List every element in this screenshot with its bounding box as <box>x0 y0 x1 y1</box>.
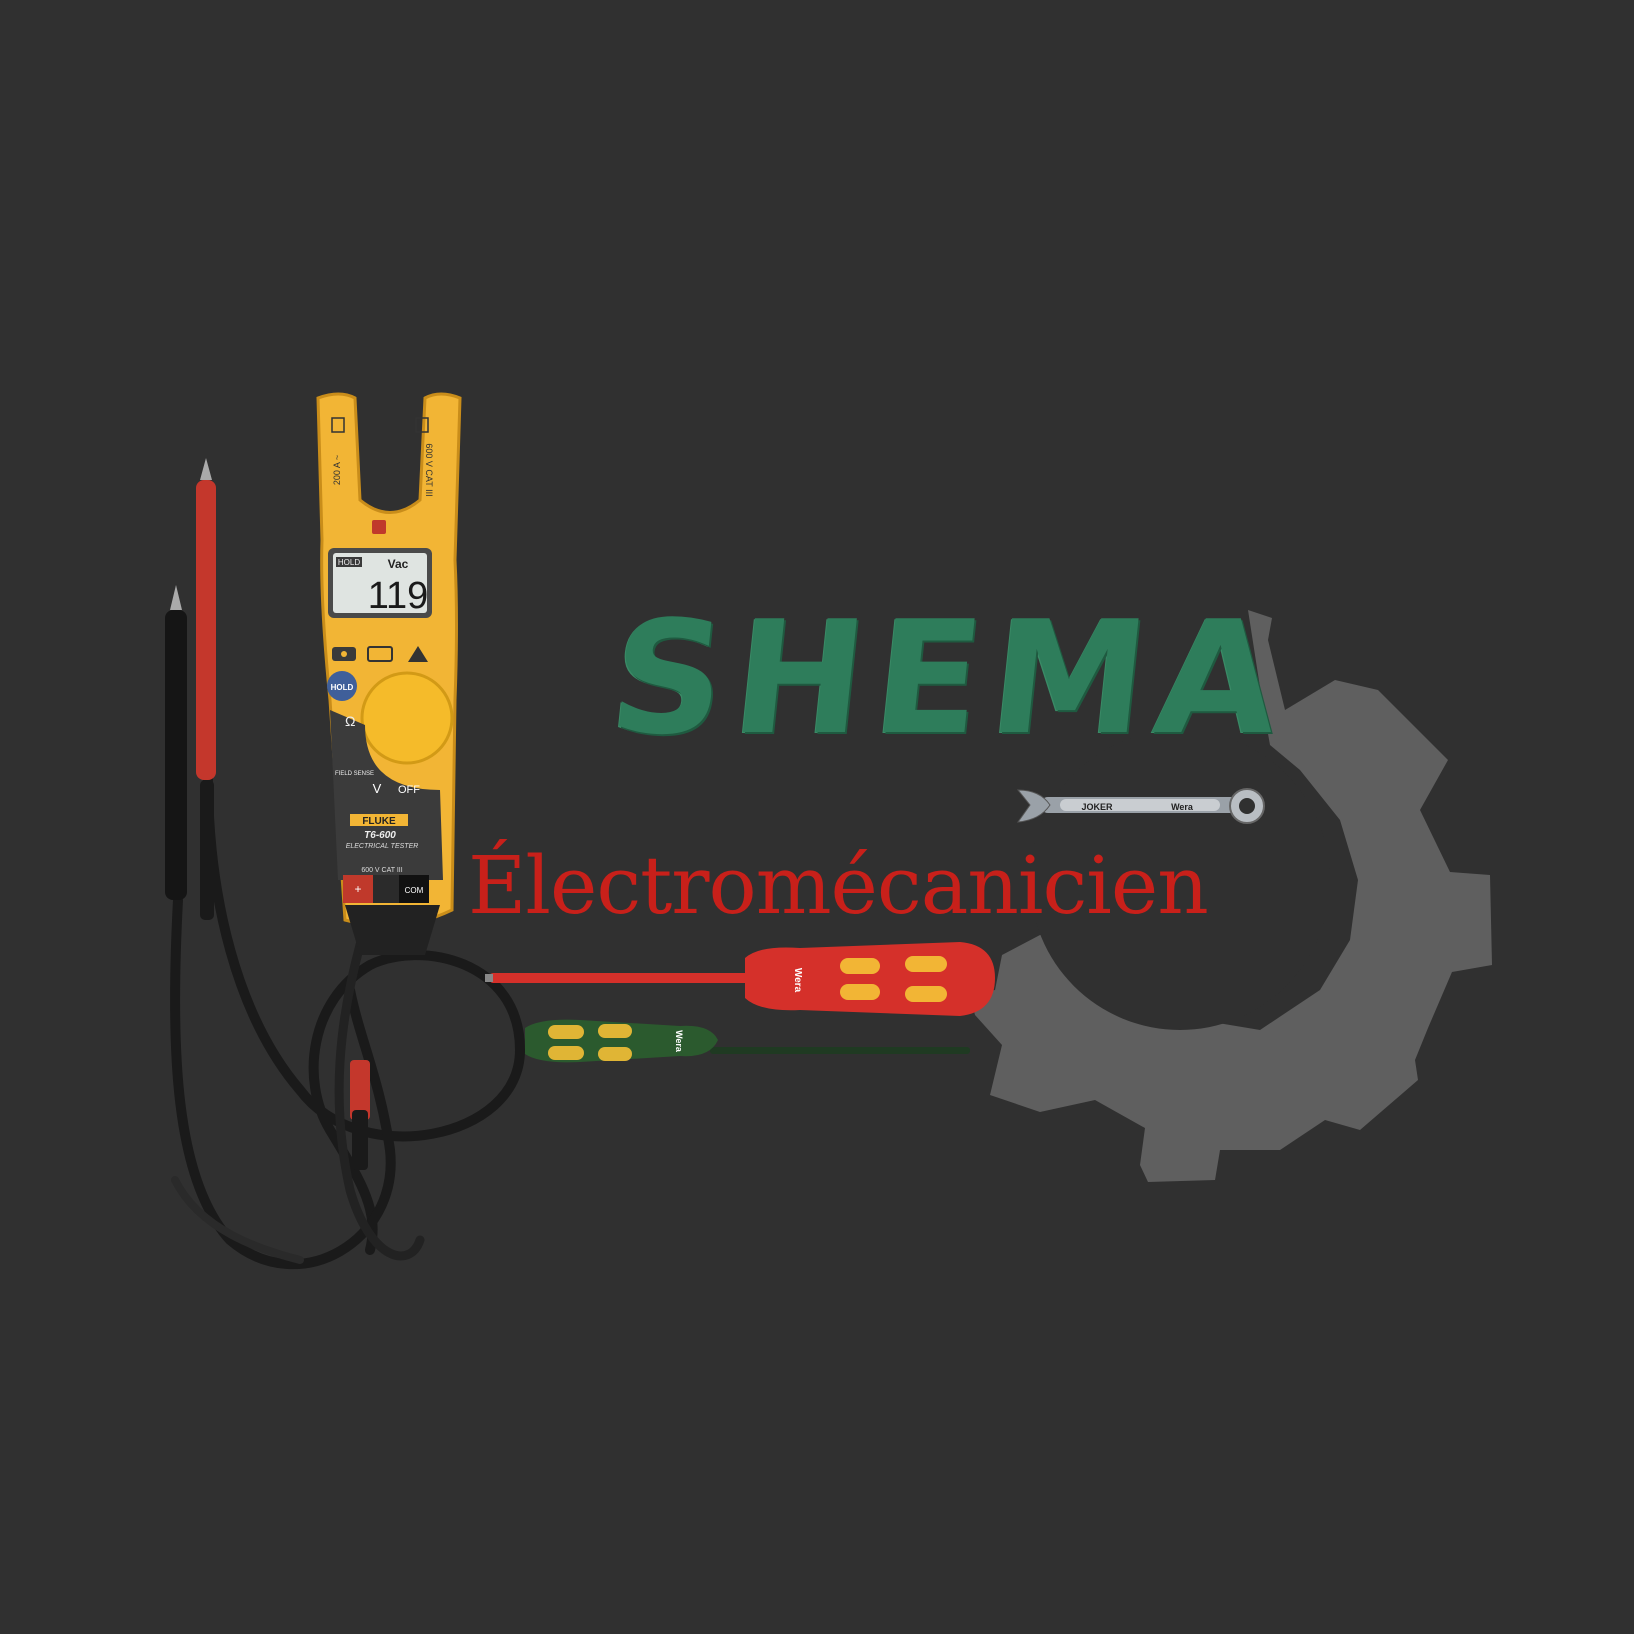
brand-name: SHEMA <box>602 587 1298 769</box>
tester-brand: FLUKE <box>362 816 396 827</box>
com-terminal-label: COM <box>405 886 424 895</box>
wrench-marking-joker: JOKER <box>1081 802 1113 812</box>
red-screwdriver-marking: Wera <box>792 968 803 993</box>
green-screwdriver-marking: Wera <box>674 1030 684 1053</box>
red-probe-icon <box>196 458 216 920</box>
display-value: 119 <box>368 575 429 617</box>
probe-adapter-icon <box>350 1060 370 1170</box>
jaw-rating-right: 600 V CAT III <box>424 443 434 496</box>
ohm-icon: Ω <box>345 713 355 729</box>
dial-voltage-icon: V <box>373 781 382 796</box>
warning-icon <box>408 646 428 662</box>
wrench-marking-wera: Wera <box>1171 802 1194 812</box>
dial-off-label: OFF <box>398 784 420 796</box>
hold-button[interactable] <box>327 671 357 701</box>
function-button[interactable] <box>367 646 393 662</box>
terminal-rating: 600 V CAT III <box>361 867 402 874</box>
electrical-tester: 200 A ~ 600 V CAT III HOLD Vac 119 HOLD … <box>316 392 462 955</box>
com-terminal <box>399 875 429 903</box>
jaw-rating-left: 200 A ~ <box>332 455 342 485</box>
tester-subtitle: ELECTRICAL TESTER <box>346 843 419 850</box>
plus-terminal <box>343 875 373 903</box>
green-screwdriver-icon: Wera <box>525 1019 970 1063</box>
tester-model: T6-600 <box>364 830 396 841</box>
display-unit: Vac <box>388 557 409 571</box>
wrench-icon: JOKER Wera <box>1016 788 1265 824</box>
black-probe-icon <box>165 585 187 900</box>
tagline: Électromécanicien <box>468 839 1209 932</box>
plus-terminal-label: + <box>354 882 361 896</box>
rotary-dial[interactable] <box>360 671 454 765</box>
hold-button-label: HOLD <box>331 683 354 692</box>
red-screwdriver-icon: Wera <box>485 942 995 1016</box>
display-hold-indicator: HOLD <box>338 558 360 567</box>
test-leads <box>170 750 526 1270</box>
field-sense-label: FIELD SENSE <box>335 771 374 777</box>
